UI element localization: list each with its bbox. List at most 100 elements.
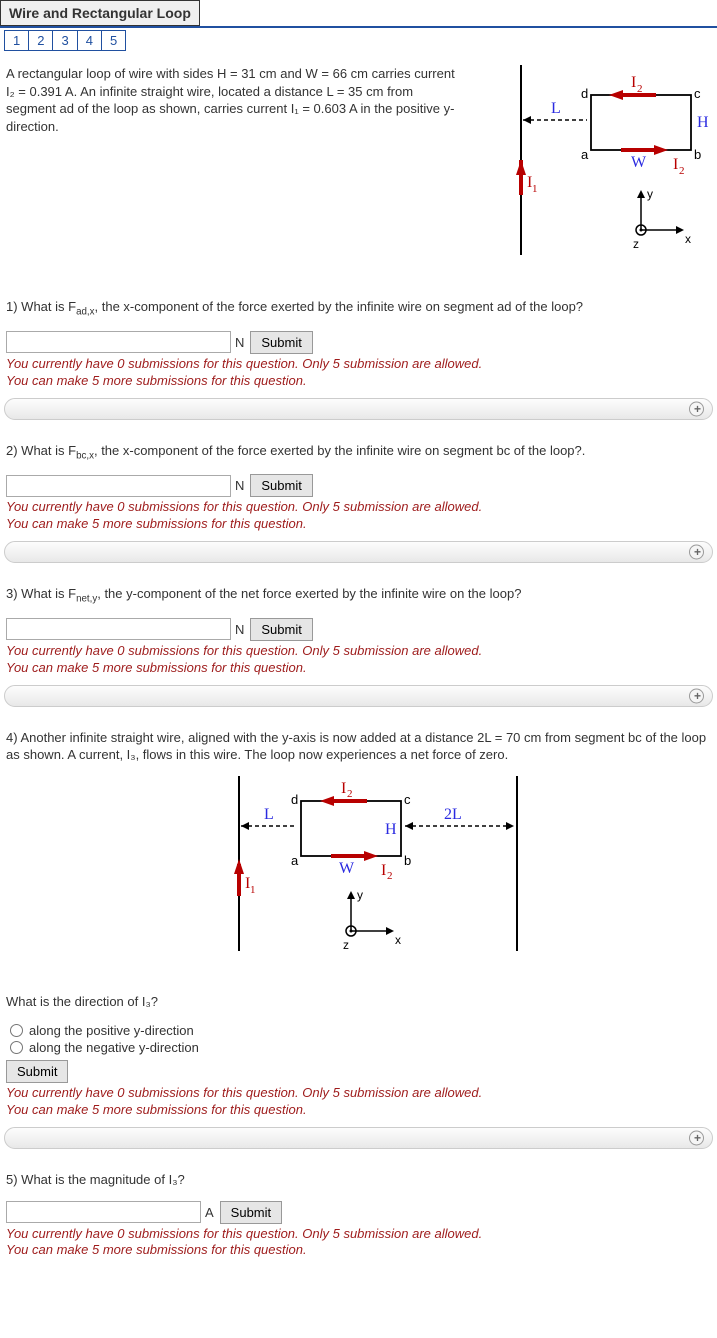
q4-prompt: 4) Another infinite straight wire, align… [6, 729, 711, 764]
svg-text:d: d [291, 792, 298, 807]
svg-text:I: I [341, 780, 346, 797]
q1-sub: ad,x [76, 307, 94, 318]
question-4: 4) Another infinite straight wire, align… [0, 719, 717, 1119]
q2-submit[interactable]: Submit [250, 474, 312, 497]
fb1d: You currently have 0 submissions for thi… [6, 1085, 711, 1102]
q4-opt1: along the positive y-direction [29, 1023, 194, 1038]
question-1: 1) What is Fad,x, the x-component of the… [0, 288, 717, 390]
figure-2: I 1 L d c a b I 2 I 2 W H [6, 776, 711, 979]
svg-text:2: 2 [679, 165, 685, 177]
q3-input[interactable] [6, 618, 231, 640]
svg-text:I: I [673, 156, 678, 173]
svg-text:I: I [631, 74, 636, 91]
q5-unit: A [205, 1205, 214, 1220]
svg-text:b: b [694, 147, 701, 162]
fb2: You can make 5 more submissions for this… [6, 373, 711, 390]
q1-pre: 1) What is F [6, 299, 76, 314]
svg-text:c: c [404, 792, 411, 807]
svg-text:W: W [339, 860, 355, 877]
question-2: 2) What is Fbc,x, the x-component of the… [0, 432, 717, 534]
svg-text:x: x [685, 232, 691, 246]
q1-input[interactable] [6, 331, 231, 353]
svg-text:I: I [381, 862, 386, 879]
svg-text:z: z [633, 237, 639, 251]
nav-2[interactable]: 2 [28, 30, 52, 51]
svg-text:2: 2 [347, 788, 353, 800]
q5-feedback: You currently have 0 submissions for thi… [6, 1226, 711, 1260]
nav-1[interactable]: 1 [4, 30, 28, 51]
svg-text:2: 2 [637, 83, 643, 95]
nav-5[interactable]: 5 [101, 30, 126, 51]
fb1c: You currently have 0 submissions for thi… [6, 643, 711, 660]
q2-post: , the x-component of the force exerted b… [94, 443, 585, 458]
q4-radio-pos[interactable] [10, 1024, 23, 1037]
q3-submit[interactable]: Submit [250, 618, 312, 641]
figure-1: I 1 L d c a b I 2 I 2 W H [481, 65, 711, 278]
svg-text:y: y [647, 187, 653, 201]
q3-post: , the y-component of the net force exert… [97, 586, 521, 601]
q3-feedback: You currently have 0 submissions for thi… [6, 643, 711, 677]
q3-prompt: 3) What is Fnet,y, the y-component of th… [6, 585, 711, 606]
q4-feedback: You currently have 0 submissions for thi… [6, 1085, 711, 1119]
nav-3[interactable]: 3 [52, 30, 76, 51]
svg-text:z: z [343, 938, 349, 952]
svg-text:a: a [581, 147, 589, 162]
plus-icon: + [694, 689, 701, 703]
q2-unit: N [235, 478, 244, 493]
question-5: 5) What is the magnitude of I₃? A Submit… [0, 1161, 717, 1259]
q5-submit[interactable]: Submit [220, 1201, 282, 1224]
svg-text:d: d [581, 86, 588, 101]
q1-expand[interactable]: + [4, 398, 713, 420]
q2-input[interactable] [6, 475, 231, 497]
q2-prompt: 2) What is Fbc,x, the x-component of the… [6, 442, 711, 463]
svg-text:2: 2 [387, 870, 393, 882]
fb1e: You currently have 0 submissions for thi… [6, 1226, 711, 1243]
q2-feedback: You currently have 0 submissions for thi… [6, 499, 711, 533]
q1-submit[interactable]: Submit [250, 331, 312, 354]
fb2b: You can make 5 more submissions for this… [6, 516, 711, 533]
plus-icon: + [694, 402, 701, 416]
q4-expand[interactable]: + [4, 1127, 713, 1149]
svg-text:y: y [357, 888, 363, 902]
q1-feedback: You currently have 0 submissions for thi… [6, 356, 711, 390]
q2-expand[interactable]: + [4, 541, 713, 563]
svg-text:b: b [404, 853, 411, 868]
q4-subprompt: What is the direction of I₃? [6, 993, 711, 1011]
fb2c: You can make 5 more submissions for this… [6, 660, 711, 677]
svg-text:W: W [631, 154, 647, 171]
svg-text:a: a [291, 853, 299, 868]
q2-pre: 2) What is F [6, 443, 76, 458]
fb2e: You can make 5 more submissions for this… [6, 1242, 711, 1259]
page-nav: 1 2 3 4 5 [4, 30, 717, 51]
title-divider [0, 26, 717, 28]
svg-text:H: H [385, 821, 397, 838]
q3-expand[interactable]: + [4, 685, 713, 707]
q4-submit[interactable]: Submit [6, 1060, 68, 1083]
q4-opt2: along the negative y-direction [29, 1040, 199, 1055]
q3-unit: N [235, 622, 244, 637]
problem-intro: A rectangular loop of wire with sides H … [6, 65, 461, 135]
q1-unit: N [235, 335, 244, 350]
plus-icon: + [694, 545, 701, 559]
svg-text:1: 1 [532, 183, 538, 195]
q3-pre: 3) What is F [6, 586, 76, 601]
q4-radio-neg[interactable] [10, 1041, 23, 1054]
svg-text:1: 1 [250, 884, 256, 896]
q1-post: , the x-component of the force exerted b… [95, 299, 584, 314]
question-3: 3) What is Fnet,y, the y-component of th… [0, 575, 717, 677]
svg-text:x: x [395, 933, 401, 947]
page-title: Wire and Rectangular Loop [0, 0, 200, 26]
plus-icon: + [694, 1131, 701, 1145]
svg-text:H: H [697, 114, 709, 131]
svg-text:L: L [551, 100, 561, 117]
svg-text:c: c [694, 86, 701, 101]
nav-4[interactable]: 4 [77, 30, 101, 51]
fb2d: You can make 5 more submissions for this… [6, 1102, 711, 1119]
fb1: You currently have 0 submissions for thi… [6, 356, 711, 373]
fb1b: You currently have 0 submissions for thi… [6, 499, 711, 516]
q5-input[interactable] [6, 1201, 201, 1223]
svg-text:L: L [264, 806, 274, 823]
q2-sub: bc,x [76, 450, 94, 461]
q1-prompt: 1) What is Fad,x, the x-component of the… [6, 298, 711, 319]
svg-text:2L: 2L [444, 806, 462, 823]
